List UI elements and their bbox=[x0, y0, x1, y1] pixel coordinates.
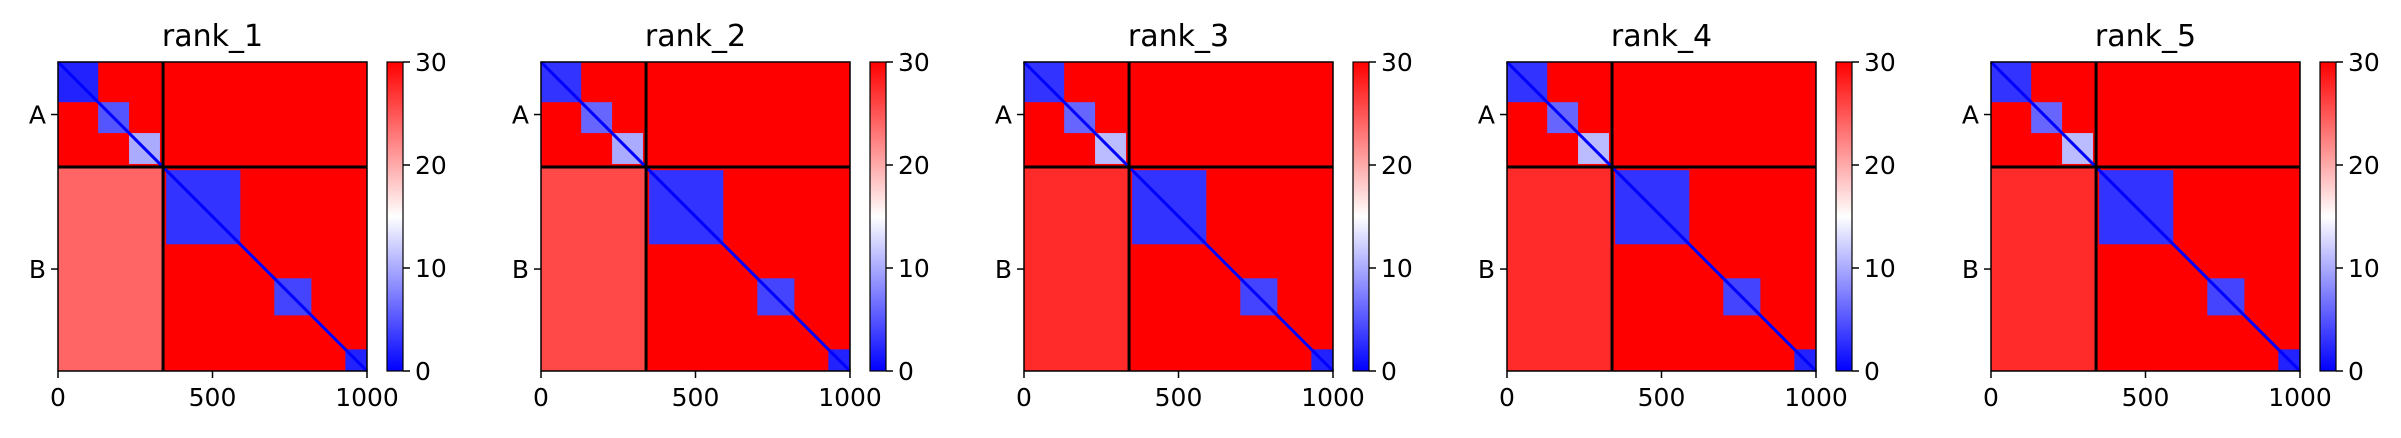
colorbar-tick-label: 10 bbox=[1864, 254, 1896, 283]
colorbar-tick-label: 30 bbox=[1864, 48, 1896, 77]
y-tick-label: A bbox=[512, 101, 529, 130]
x-tick-label: 1000 bbox=[335, 383, 399, 412]
inter-chain-block bbox=[646, 62, 850, 168]
colorbar bbox=[1352, 61, 1370, 372]
x-tick-label: 0 bbox=[533, 383, 549, 412]
colorbar-tick-label: 10 bbox=[415, 254, 447, 283]
colorbar bbox=[2319, 61, 2337, 372]
colorbar-tick-label: 30 bbox=[1381, 48, 1413, 77]
x-tick-label: 500 bbox=[189, 383, 237, 412]
colorbar-tick-label: 20 bbox=[1381, 151, 1413, 180]
y-tick-label: B bbox=[512, 255, 529, 284]
colorbar-tick-label: 30 bbox=[2348, 48, 2380, 77]
panel-rank_4: rank_4 0 500 1000 A B 0 10 20 30 bbox=[1478, 19, 1896, 412]
colorbar bbox=[869, 61, 887, 372]
y-tick-label: A bbox=[1962, 101, 1979, 130]
x-tick-label: 500 bbox=[1155, 383, 1203, 412]
diagonal-line bbox=[1505, 60, 1818, 373]
panel-rank_1: rank_1 0 500 1000 A B 0 10 20 30 bbox=[29, 19, 447, 412]
colorbar-tick-label: 10 bbox=[1381, 254, 1413, 283]
inter-chain-block bbox=[1024, 167, 1130, 371]
colorbar-tick-label: 20 bbox=[2348, 151, 2380, 180]
diagonal-line bbox=[539, 60, 852, 373]
panel-rank_2: rank_2 0 500 1000 A B 0 10 20 30 bbox=[512, 19, 930, 412]
inter-chain-block bbox=[541, 167, 647, 371]
y-tick-label: B bbox=[1478, 255, 1495, 284]
inter-chain-block bbox=[1507, 167, 1613, 371]
colorbar-tick-label: 0 bbox=[2348, 357, 2364, 386]
x-tick-label: 1000 bbox=[2268, 383, 2332, 412]
y-tick-label: A bbox=[1478, 101, 1495, 130]
diagonal-line bbox=[1022, 60, 1335, 373]
colorbar-tick-label: 20 bbox=[415, 151, 447, 180]
x-tick-label: 500 bbox=[2122, 383, 2170, 412]
colorbar-tick-label: 0 bbox=[1381, 357, 1397, 386]
x-tick-label: 500 bbox=[1638, 383, 1686, 412]
panel-title: rank_1 bbox=[162, 19, 263, 54]
panel-title: rank_3 bbox=[1128, 19, 1229, 54]
panel-title: rank_5 bbox=[2095, 19, 2196, 54]
panel-rank_3: rank_3 0 500 1000 A B 0 10 20 30 bbox=[995, 19, 1413, 412]
inter-chain-block bbox=[1129, 62, 1333, 168]
inter-chain-block bbox=[2096, 62, 2300, 168]
x-tick-label: 1000 bbox=[1784, 383, 1848, 412]
panel-rank_5: rank_5 0 500 1000 A B 0 10 20 30 bbox=[1962, 19, 2380, 412]
colorbar-tick-label: 0 bbox=[1864, 357, 1880, 386]
y-tick-label: B bbox=[29, 255, 46, 284]
x-tick-label: 1000 bbox=[818, 383, 882, 412]
colorbar-tick-label: 10 bbox=[898, 254, 930, 283]
inter-chain-block bbox=[163, 62, 367, 168]
panel-title: rank_4 bbox=[1611, 19, 1712, 54]
x-tick-label: 0 bbox=[50, 383, 66, 412]
y-tick-label: B bbox=[995, 255, 1012, 284]
colorbar bbox=[1835, 61, 1853, 372]
inter-chain-block bbox=[1612, 62, 1816, 168]
x-tick-label: 1000 bbox=[1301, 383, 1365, 412]
colorbar-tick-label: 20 bbox=[898, 151, 930, 180]
colorbar-tick-label: 30 bbox=[898, 48, 930, 77]
x-tick-label: 500 bbox=[672, 383, 720, 412]
colorbar-tick-label: 30 bbox=[415, 48, 447, 77]
colorbar-tick-label: 10 bbox=[2348, 254, 2380, 283]
panel-title: rank_2 bbox=[645, 19, 746, 54]
y-tick-label: A bbox=[29, 101, 46, 130]
x-tick-label: 0 bbox=[1016, 383, 1032, 412]
diagonal-line bbox=[56, 60, 369, 373]
colorbar-tick-label: 20 bbox=[1864, 151, 1896, 180]
diagonal-line bbox=[1989, 60, 2302, 373]
colorbar bbox=[386, 61, 404, 372]
inter-chain-block bbox=[58, 167, 164, 371]
x-tick-label: 0 bbox=[1983, 383, 1999, 412]
x-tick-label: 0 bbox=[1499, 383, 1515, 412]
colorbar-tick-label: 0 bbox=[415, 357, 431, 386]
y-tick-label: A bbox=[995, 101, 1012, 130]
inter-chain-block bbox=[1991, 167, 2097, 371]
colorbar-tick-label: 0 bbox=[898, 357, 914, 386]
y-tick-label: B bbox=[1962, 255, 1979, 284]
